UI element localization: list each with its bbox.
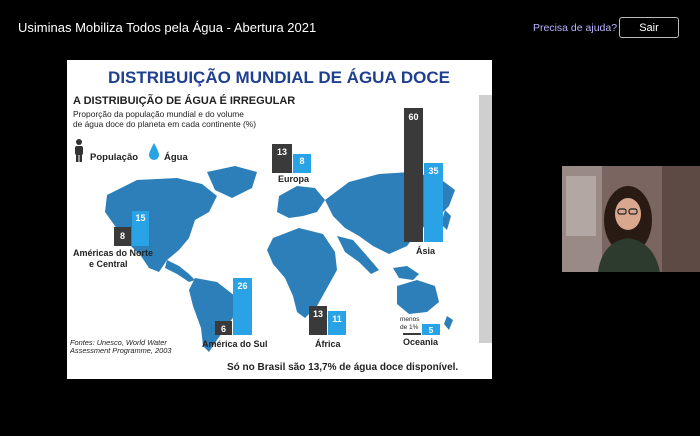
presenter-video[interactable]	[562, 166, 700, 272]
label-europe-population: 13	[277, 147, 287, 157]
help-link[interactable]: Precisa de ajuda?	[533, 22, 618, 34]
region-namerica-line1: Américas do Norte	[73, 248, 153, 258]
region-europe: Europa	[278, 174, 310, 184]
oceania-note-1: menos	[400, 316, 420, 323]
label-namerica-population: 8	[120, 231, 125, 241]
label-oceania-water: 5	[429, 325, 434, 335]
slide-canvas: DISTRIBUIÇÃO MUNDIAL DE ÁGUA DOCE A DIST…	[69, 67, 492, 373]
slide-description-2: de água doce do planeta em cada continen…	[73, 119, 256, 129]
bar-asia-water	[424, 163, 443, 242]
region-africa: África	[315, 339, 342, 349]
bar-samerica-water	[233, 278, 252, 335]
meeting-title: Usiminas Mobiliza Todos pela Água - Aber…	[18, 20, 317, 35]
label-asia-water: 35	[428, 166, 438, 176]
legend-water: Água	[164, 152, 188, 163]
label-europe-water: 8	[299, 156, 304, 166]
bar-samerica-population	[215, 321, 232, 335]
bar-europe-population	[272, 144, 292, 173]
sources-line1: Fontes: Unesco, World Water	[70, 338, 167, 347]
region-samerica: América do Sul	[202, 339, 268, 349]
shared-slide: DISTRIBUIÇÃO MUNDIAL DE ÁGUA DOCE A DIST…	[67, 60, 492, 379]
water-drop-icon	[149, 143, 159, 160]
label-samerica-water: 26	[237, 281, 247, 291]
person-icon	[75, 139, 83, 162]
bar-asia-population	[404, 108, 423, 242]
region-oceania: Oceania	[403, 337, 439, 347]
slide-description-1: Proporção da população mundial e do volu…	[73, 109, 244, 119]
bar-europe-water	[293, 154, 311, 173]
slide-subheading: A DISTRIBUIÇÃO DE ÁGUA É IRREGULAR	[73, 94, 295, 107]
legend-population: População	[90, 152, 138, 163]
label-africa-population: 13	[313, 309, 323, 319]
bar-oceania-population	[403, 333, 421, 335]
presenter-video-frame	[562, 166, 700, 272]
bar-oceania-water	[422, 324, 440, 335]
bar-africa-water	[328, 311, 346, 335]
region-asia: Ásia	[416, 246, 436, 256]
slide-footer: Só no Brasil são 13,7% de água doce disp…	[227, 362, 458, 373]
label-samerica-population: 6	[221, 324, 226, 334]
bar-namerica-water	[132, 211, 149, 246]
label-asia-population: 60	[408, 112, 418, 122]
oceania-note-2: de 1%	[400, 324, 419, 331]
slide-side-strip	[479, 95, 492, 343]
sources-line2: Assessment Programme, 2003	[69, 346, 172, 355]
label-namerica-water: 15	[135, 213, 145, 223]
exit-button[interactable]: Sair	[619, 17, 679, 38]
region-namerica-line2: e Central	[89, 259, 128, 269]
bar-namerica-population	[114, 227, 131, 246]
slide-heading: DISTRIBUIÇÃO MUNDIAL DE ÁGUA DOCE	[108, 67, 450, 87]
label-africa-water: 11	[332, 314, 342, 324]
bar-africa-population	[309, 306, 327, 335]
